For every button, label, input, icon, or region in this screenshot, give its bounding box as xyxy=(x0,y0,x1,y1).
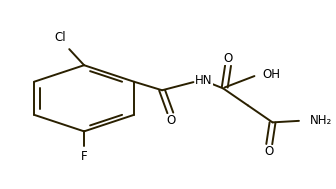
Text: O: O xyxy=(223,52,233,65)
Text: F: F xyxy=(81,150,87,163)
Text: O: O xyxy=(264,145,273,158)
Text: HN: HN xyxy=(195,74,213,87)
Text: NH₂: NH₂ xyxy=(309,114,332,127)
Text: Cl: Cl xyxy=(54,31,66,44)
Text: O: O xyxy=(166,114,176,127)
Text: OH: OH xyxy=(262,68,280,81)
